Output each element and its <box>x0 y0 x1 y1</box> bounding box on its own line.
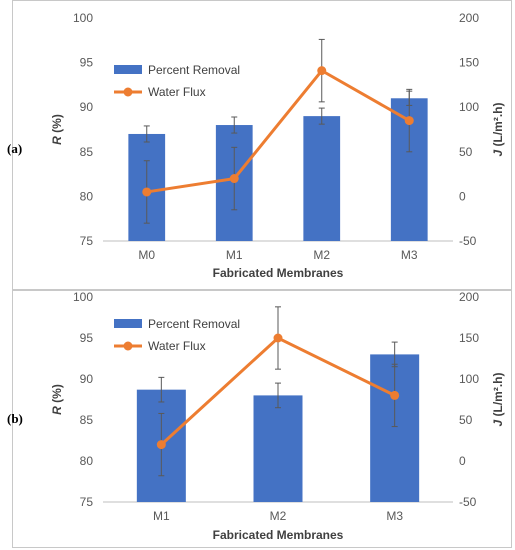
x-axis-title: Fabricated Membranes <box>213 528 344 542</box>
y2-tick-label: -50 <box>459 495 477 509</box>
bar-error-bar <box>143 125 150 143</box>
water-flux-point <box>317 66 327 76</box>
bar <box>253 395 303 502</box>
legend-label-water-flux: Water Flux <box>148 85 206 99</box>
y-axis-title: R (%) <box>50 114 64 145</box>
y2-tick-label: 100 <box>459 100 479 114</box>
x-tick-label: M0 <box>138 248 155 262</box>
legend-marker-water-flux <box>123 87 133 97</box>
chart-a: 75 80 85 90 95 100 -50 0 50 100 150 200 R (%) J (L/m²… <box>50 11 505 280</box>
chart-panel-b: (b) 75 80 85 90 95 100 -50 0 50 100 150 200 R (%) J (… <box>7 290 512 548</box>
bar-error-bar <box>231 116 238 134</box>
y-tick-label: 100 <box>73 290 93 304</box>
y-axis-title: R (%) <box>50 384 64 415</box>
legend-label-water-flux: Water Flux <box>148 339 206 353</box>
bar <box>303 116 341 241</box>
legend-label-percent-removal: Percent Removal <box>148 317 240 331</box>
x-tick-label: M2 <box>270 509 287 523</box>
legend-swatch-percent-removal <box>114 319 142 328</box>
water-flux-point <box>390 390 400 400</box>
y-tick-label: 90 <box>80 372 94 386</box>
y2-tick-label: 0 <box>459 454 466 468</box>
water-flux-point <box>229 174 239 184</box>
x-tick-label: M3 <box>401 248 418 262</box>
y-tick-label: 80 <box>80 454 94 468</box>
y2-axis-title: J (L/m².h) <box>491 372 505 426</box>
y-tick-label: 95 <box>80 331 94 345</box>
y-tick-label: 95 <box>80 56 94 70</box>
x-tick-label: M3 <box>386 509 403 523</box>
panel-label-b: (b) <box>7 411 23 426</box>
water-flux-point <box>156 440 166 450</box>
chart-panel-a: (a) 75 80 85 90 95 100 -50 0 50 100 150 200 R (%) J (… <box>7 0 512 290</box>
water-flux-point <box>404 116 414 126</box>
y2-tick-label: 150 <box>459 56 479 70</box>
x-axis-title: Fabricated Membranes <box>213 266 344 280</box>
y-tick-label: 100 <box>73 11 93 25</box>
y2-tick-label: 100 <box>459 372 479 386</box>
y2-tick-label: 150 <box>459 331 479 345</box>
x-tick-label: M1 <box>153 509 170 523</box>
y-tick-label: 85 <box>80 413 94 427</box>
y2-tick-label: 50 <box>459 145 473 159</box>
y-tick-label: 75 <box>80 495 94 509</box>
y-tick-label: 80 <box>80 189 94 203</box>
x-tick-label: M1 <box>226 248 243 262</box>
y-tick-label: 85 <box>80 145 94 159</box>
y2-tick-label: 200 <box>459 11 479 25</box>
water-flux-line <box>146 68 410 194</box>
bar-error-bar <box>158 376 165 403</box>
water-flux-point <box>273 333 283 343</box>
y2-tick-label: 0 <box>459 189 466 203</box>
legend-marker-water-flux <box>123 341 133 351</box>
y2-tick-label: 200 <box>459 290 479 304</box>
y-tick-label: 90 <box>80 100 94 114</box>
legend-swatch-percent-removal <box>114 65 142 74</box>
panel-label-a: (a) <box>7 141 23 156</box>
bar-error-bar <box>318 107 325 125</box>
legend-label-percent-removal: Percent Removal <box>148 63 240 77</box>
y2-axis-title: J (L/m².h) <box>491 102 505 156</box>
y2-tick-label: 50 <box>459 413 473 427</box>
y2-tick-label: -50 <box>459 234 477 248</box>
x-tick-label: M2 <box>313 248 330 262</box>
chart-b: 75 80 85 90 95 100 -50 0 50 100 150 200 R (%) J (L/m²… <box>50 290 505 542</box>
bar-error-bar <box>275 382 281 409</box>
water-flux-point <box>142 187 152 197</box>
y-tick-label: 75 <box>80 234 94 248</box>
